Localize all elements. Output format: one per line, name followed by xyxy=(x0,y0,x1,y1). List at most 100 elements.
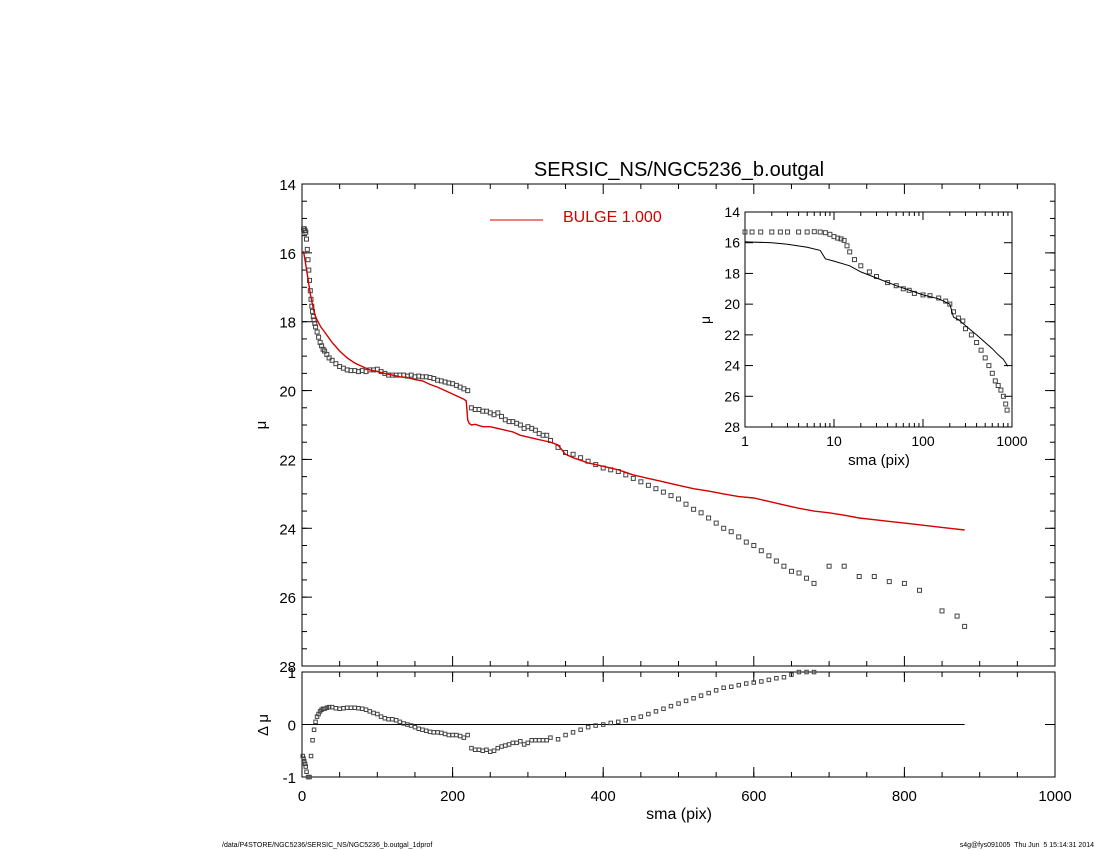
residual-point xyxy=(721,685,726,690)
data-point xyxy=(796,570,802,576)
inset-data-point xyxy=(992,378,998,384)
data-point xyxy=(305,257,311,263)
residual-point xyxy=(736,682,741,688)
residual-point xyxy=(367,709,372,714)
residual-point xyxy=(363,707,369,712)
x-tick-label: 200 xyxy=(440,788,465,805)
data-point xyxy=(499,413,504,419)
residual-point xyxy=(744,681,749,686)
data-point xyxy=(691,506,697,512)
residual-point xyxy=(683,698,689,704)
residual-point xyxy=(774,676,779,681)
inset-data-point xyxy=(852,257,857,263)
data-point xyxy=(329,357,335,363)
inset-data-point xyxy=(844,243,850,249)
footer-file-path: /data/P4STORE/NGC5236/SERSIC_NS/NGC5236_… xyxy=(222,842,433,849)
residual-point xyxy=(393,718,399,723)
data-point xyxy=(939,608,945,614)
residual-point xyxy=(322,706,327,711)
inset-y-tick-label: 20 xyxy=(724,296,740,312)
residual-point xyxy=(601,722,606,727)
data-point xyxy=(766,553,772,559)
data-point xyxy=(676,496,681,502)
x-tick-label: 0 xyxy=(298,788,306,805)
residual-point xyxy=(623,718,628,723)
residual-point xyxy=(668,703,674,709)
inset-x-tick-label: 10 xyxy=(826,433,842,449)
inset-data-point xyxy=(893,283,899,289)
residual-point xyxy=(518,739,523,744)
inset-data-point xyxy=(841,237,847,243)
y-tick-label: 20 xyxy=(279,384,296,401)
residual-point xyxy=(491,748,497,753)
residual-point xyxy=(303,764,308,769)
residual-point xyxy=(510,740,516,746)
residual-point xyxy=(390,717,395,722)
residual-point xyxy=(540,738,546,743)
residual-point xyxy=(431,730,436,735)
residual-point xyxy=(533,738,538,743)
inset-data-point xyxy=(982,355,988,361)
residual-point xyxy=(344,705,350,710)
y-tick-label: 24 xyxy=(279,521,296,538)
inset-data-point xyxy=(911,290,917,296)
residual-point xyxy=(416,726,421,731)
residual-point xyxy=(424,728,429,733)
data-point xyxy=(304,236,309,242)
residual-point xyxy=(371,710,376,716)
residual-point xyxy=(529,738,534,743)
inset-axes: 14 16 18 20 22 24 26 281 10 100 1000 xyxy=(724,204,1027,449)
inset-y-tick-label: 24 xyxy=(724,358,740,374)
residual-point xyxy=(301,756,306,761)
residual-point xyxy=(375,711,380,717)
inset-y-tick-label: 18 xyxy=(724,265,740,281)
x-tick-label: 800 xyxy=(892,788,917,805)
residual-point xyxy=(307,774,312,780)
y-tick-label: -1 xyxy=(283,770,296,787)
main-series xyxy=(301,226,968,629)
data-point xyxy=(811,580,817,586)
residual-point xyxy=(706,690,711,696)
residual-point xyxy=(311,727,317,732)
residual-point xyxy=(397,719,403,725)
residual-point xyxy=(484,747,489,752)
inset-y-tick-label: 28 xyxy=(724,419,740,435)
data-point xyxy=(901,580,907,586)
data-point xyxy=(781,563,787,569)
main-plot: SERSIC_NS/NGC5236_b.outgal 14 16 18 20 22 24 2… xyxy=(253,159,1056,676)
residual-point xyxy=(313,719,318,725)
inset-data-point xyxy=(758,229,764,235)
data-point xyxy=(728,529,734,535)
data-point xyxy=(773,558,779,564)
inset-data-point xyxy=(769,229,775,235)
data-point xyxy=(886,579,892,585)
residual-point xyxy=(608,720,613,726)
data-point xyxy=(304,246,310,252)
inset-x-axis-label: sma (pix) xyxy=(848,452,910,469)
inset-data-point xyxy=(785,229,790,235)
inset-y-axis-label: μ xyxy=(697,316,713,324)
data-point xyxy=(698,510,704,516)
residual-point xyxy=(698,693,704,698)
data-point xyxy=(532,427,538,433)
inset-data-point xyxy=(998,387,1004,393)
residual-point xyxy=(457,733,463,739)
residual-point xyxy=(751,680,756,685)
residual-point xyxy=(442,731,448,737)
inset-data-point xyxy=(804,229,810,235)
residual-point xyxy=(548,735,553,740)
inset-data-point xyxy=(847,249,853,255)
residual-point xyxy=(450,732,455,738)
data-point xyxy=(743,539,749,545)
residual-point xyxy=(439,730,444,736)
data-point xyxy=(954,613,960,619)
residual-point xyxy=(360,706,365,711)
data-point xyxy=(736,534,742,540)
residual-point xyxy=(324,705,330,710)
residual-point xyxy=(472,747,478,752)
inset-x-tick-label: 100 xyxy=(911,433,935,449)
residual-point xyxy=(521,742,527,747)
residual-point xyxy=(631,716,636,721)
inset-data-point xyxy=(777,229,783,235)
